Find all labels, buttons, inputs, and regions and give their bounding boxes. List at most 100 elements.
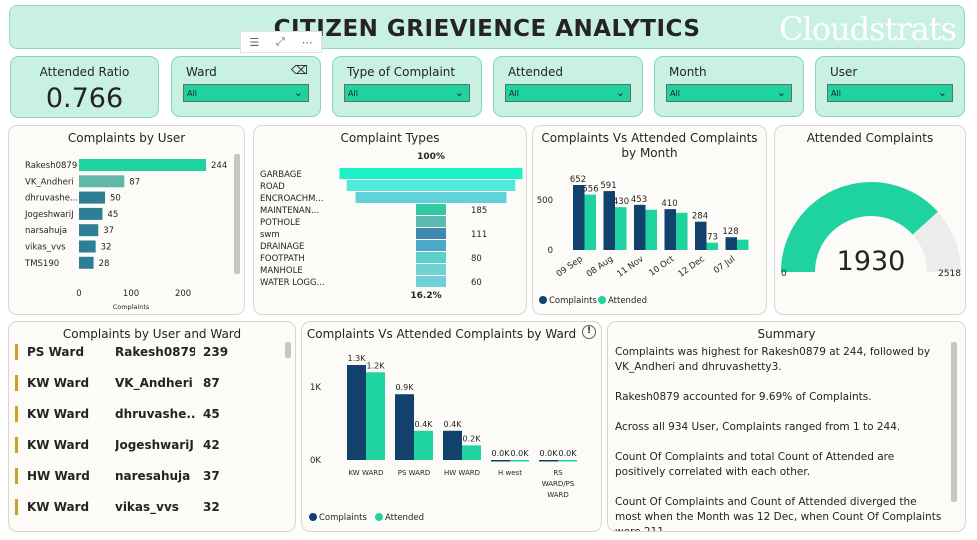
- scrollbar[interactable]: [951, 342, 957, 502]
- slicer-label: Attended: [508, 65, 564, 79]
- data-label: 591: [600, 181, 616, 191]
- x-tick-label: 07 Jul: [712, 254, 737, 276]
- data-label: 0.4K: [444, 420, 463, 429]
- chart-svg: 1930 0 2518: [781, 182, 961, 279]
- row-indicator: [15, 437, 18, 453]
- top-pct-label: 100%: [417, 152, 445, 162]
- ward-cell: PS Ward: [27, 345, 85, 359]
- dropdown-value: All: [670, 89, 680, 98]
- summary-paragraph: Count Of Complaints and total Count of A…: [615, 451, 895, 478]
- dashboard-header: CITIZEN GRIEVIENCE ANALYTICS Cloudstrats: [9, 5, 965, 49]
- scrollbar[interactable]: [234, 154, 240, 274]
- data-label: 50: [110, 194, 121, 204]
- slicer-ward: Ward ⌫ All ⌄: [171, 56, 321, 117]
- data-label: 1.3K: [348, 354, 367, 363]
- category-label: dhruvashe...: [25, 194, 78, 204]
- data-label: 430: [613, 197, 629, 207]
- attended-dropdown[interactable]: All ⌄: [505, 84, 631, 102]
- summary-title: Summary: [757, 327, 816, 341]
- bar-complaints: [725, 237, 737, 250]
- x-tick-label: H west: [498, 469, 522, 477]
- data-label: 60: [471, 278, 482, 288]
- gauge-value: 1930: [837, 246, 906, 277]
- data-label: 0.0K: [559, 449, 578, 458]
- clear-selections-icon[interactable]: ⌫: [291, 63, 308, 77]
- table-row[interactable]: HW Ward naresahuja 37: [15, 465, 275, 487]
- y-tick-label: 0K: [310, 456, 321, 466]
- ward-cell: KW Ward: [27, 500, 90, 514]
- complaints-by-user-chart: Complaints by User Rakesh0879 244 VK_Andhe…: [8, 125, 245, 315]
- data-label: 32: [101, 243, 112, 253]
- table-row[interactable]: KW Ward VK_Andheri 87: [15, 372, 275, 394]
- bar-attended: [414, 430, 433, 460]
- data-label: 111: [471, 230, 487, 240]
- data-label: 556: [582, 185, 598, 195]
- scrollbar[interactable]: [285, 342, 291, 358]
- type-dropdown[interactable]: All ⌄: [344, 84, 470, 102]
- x-tick-label: 100: [123, 289, 139, 299]
- funnel-bar: [346, 180, 516, 191]
- kpi-value: 0.766: [45, 83, 124, 114]
- category-label: vikas_vvs: [25, 243, 66, 253]
- x-tick-label: 200: [175, 289, 191, 299]
- category-label: Rakesh0879: [25, 161, 77, 171]
- row-indicator: [15, 499, 18, 515]
- user-cell: Rakesh0879: [115, 345, 195, 359]
- complaint-types-funnel: Complaint Types 100% GARBAGE ROAD ENCROACHM…: [253, 125, 527, 315]
- user-dropdown[interactable]: All ⌄: [827, 84, 953, 102]
- more-options-icon[interactable]: ⋯: [301, 35, 313, 49]
- funnel-bar: [416, 276, 446, 287]
- bar-attended: [584, 194, 596, 250]
- filter-icon[interactable]: ☰: [249, 35, 260, 49]
- cloudstrats-logo: Cloudstrats: [778, 10, 957, 48]
- data-label: 652: [570, 175, 586, 185]
- focus-mode-icon[interactable]: ⤢: [276, 35, 285, 48]
- ward-cell: KW Ward: [27, 438, 90, 452]
- table-row[interactable]: KW Ward dhruvashe... 45: [15, 403, 275, 425]
- table-row[interactable]: KW Ward vikas_vvs 32: [15, 496, 275, 518]
- category-label: ENCROACHM...: [260, 194, 324, 204]
- category-label: FOOTPATH: [260, 254, 305, 264]
- monthly-complaints-chart: Complaints Vs Attended Complaints by Mon…: [532, 125, 767, 315]
- ward-cell: KW Ward: [27, 407, 90, 421]
- kpi-label: Attended Ratio: [39, 65, 130, 79]
- month-dropdown[interactable]: All ⌄: [666, 84, 792, 102]
- visual-header-toolbar: ☰ ⤢ ⋯: [240, 31, 322, 53]
- slicer-label: User: [830, 65, 858, 79]
- legend-marker: [309, 513, 317, 521]
- chevron-down-icon: ⌄: [293, 86, 303, 99]
- row-indicator: [15, 375, 18, 391]
- page-title: CITIZEN GRIEVIENCE ANALYTICS: [273, 16, 701, 42]
- count-cell: 42: [203, 438, 220, 452]
- y-tick-label: 0: [548, 246, 553, 256]
- chevron-down-icon: ⌄: [937, 86, 947, 99]
- data-label: 0.9K: [396, 383, 415, 392]
- gauge-min: 0: [781, 269, 787, 279]
- info-icon[interactable]: !: [582, 325, 596, 339]
- ward-dropdown[interactable]: All ⌄: [183, 84, 309, 102]
- data-label: 185: [471, 206, 487, 216]
- data-label: 128: [722, 227, 738, 237]
- bar-complaints: [664, 209, 676, 250]
- x-tick-label: PS WARD: [398, 469, 430, 477]
- ward-cell: KW Ward: [27, 376, 90, 390]
- data-label: 87: [129, 177, 140, 187]
- bar-attended: [558, 460, 577, 462]
- category-label: MANHOLE: [260, 266, 303, 276]
- category-label: swm: [260, 230, 280, 240]
- chart-svg: Rakesh0879 244 VK_Andheri 87 dhruvashe... 50 J…: [24, 159, 227, 311]
- bar: [79, 224, 99, 237]
- gauge-fill: [781, 182, 938, 272]
- summary-paragraph: Across all 934 User, Complaints ranged f…: [615, 421, 901, 433]
- x-tick-label: 09 Sep: [555, 254, 585, 279]
- count-cell: 37: [203, 469, 220, 483]
- summary-paragraph: Rakesh0879 accounted for 9.69% of Compla…: [615, 391, 872, 403]
- row-indicator: [15, 406, 18, 422]
- bottom-pct-label: 16.2%: [410, 291, 441, 301]
- table-row[interactable]: PS Ward Rakesh0879 239: [15, 341, 275, 363]
- data-label: 28: [99, 259, 110, 269]
- bar-attended: [737, 239, 749, 250]
- table-row[interactable]: KW Ward JogeshwariJ 42: [15, 434, 275, 456]
- x-axis-label: Complaints: [113, 303, 150, 311]
- category-label: VK_Andheri: [25, 177, 74, 187]
